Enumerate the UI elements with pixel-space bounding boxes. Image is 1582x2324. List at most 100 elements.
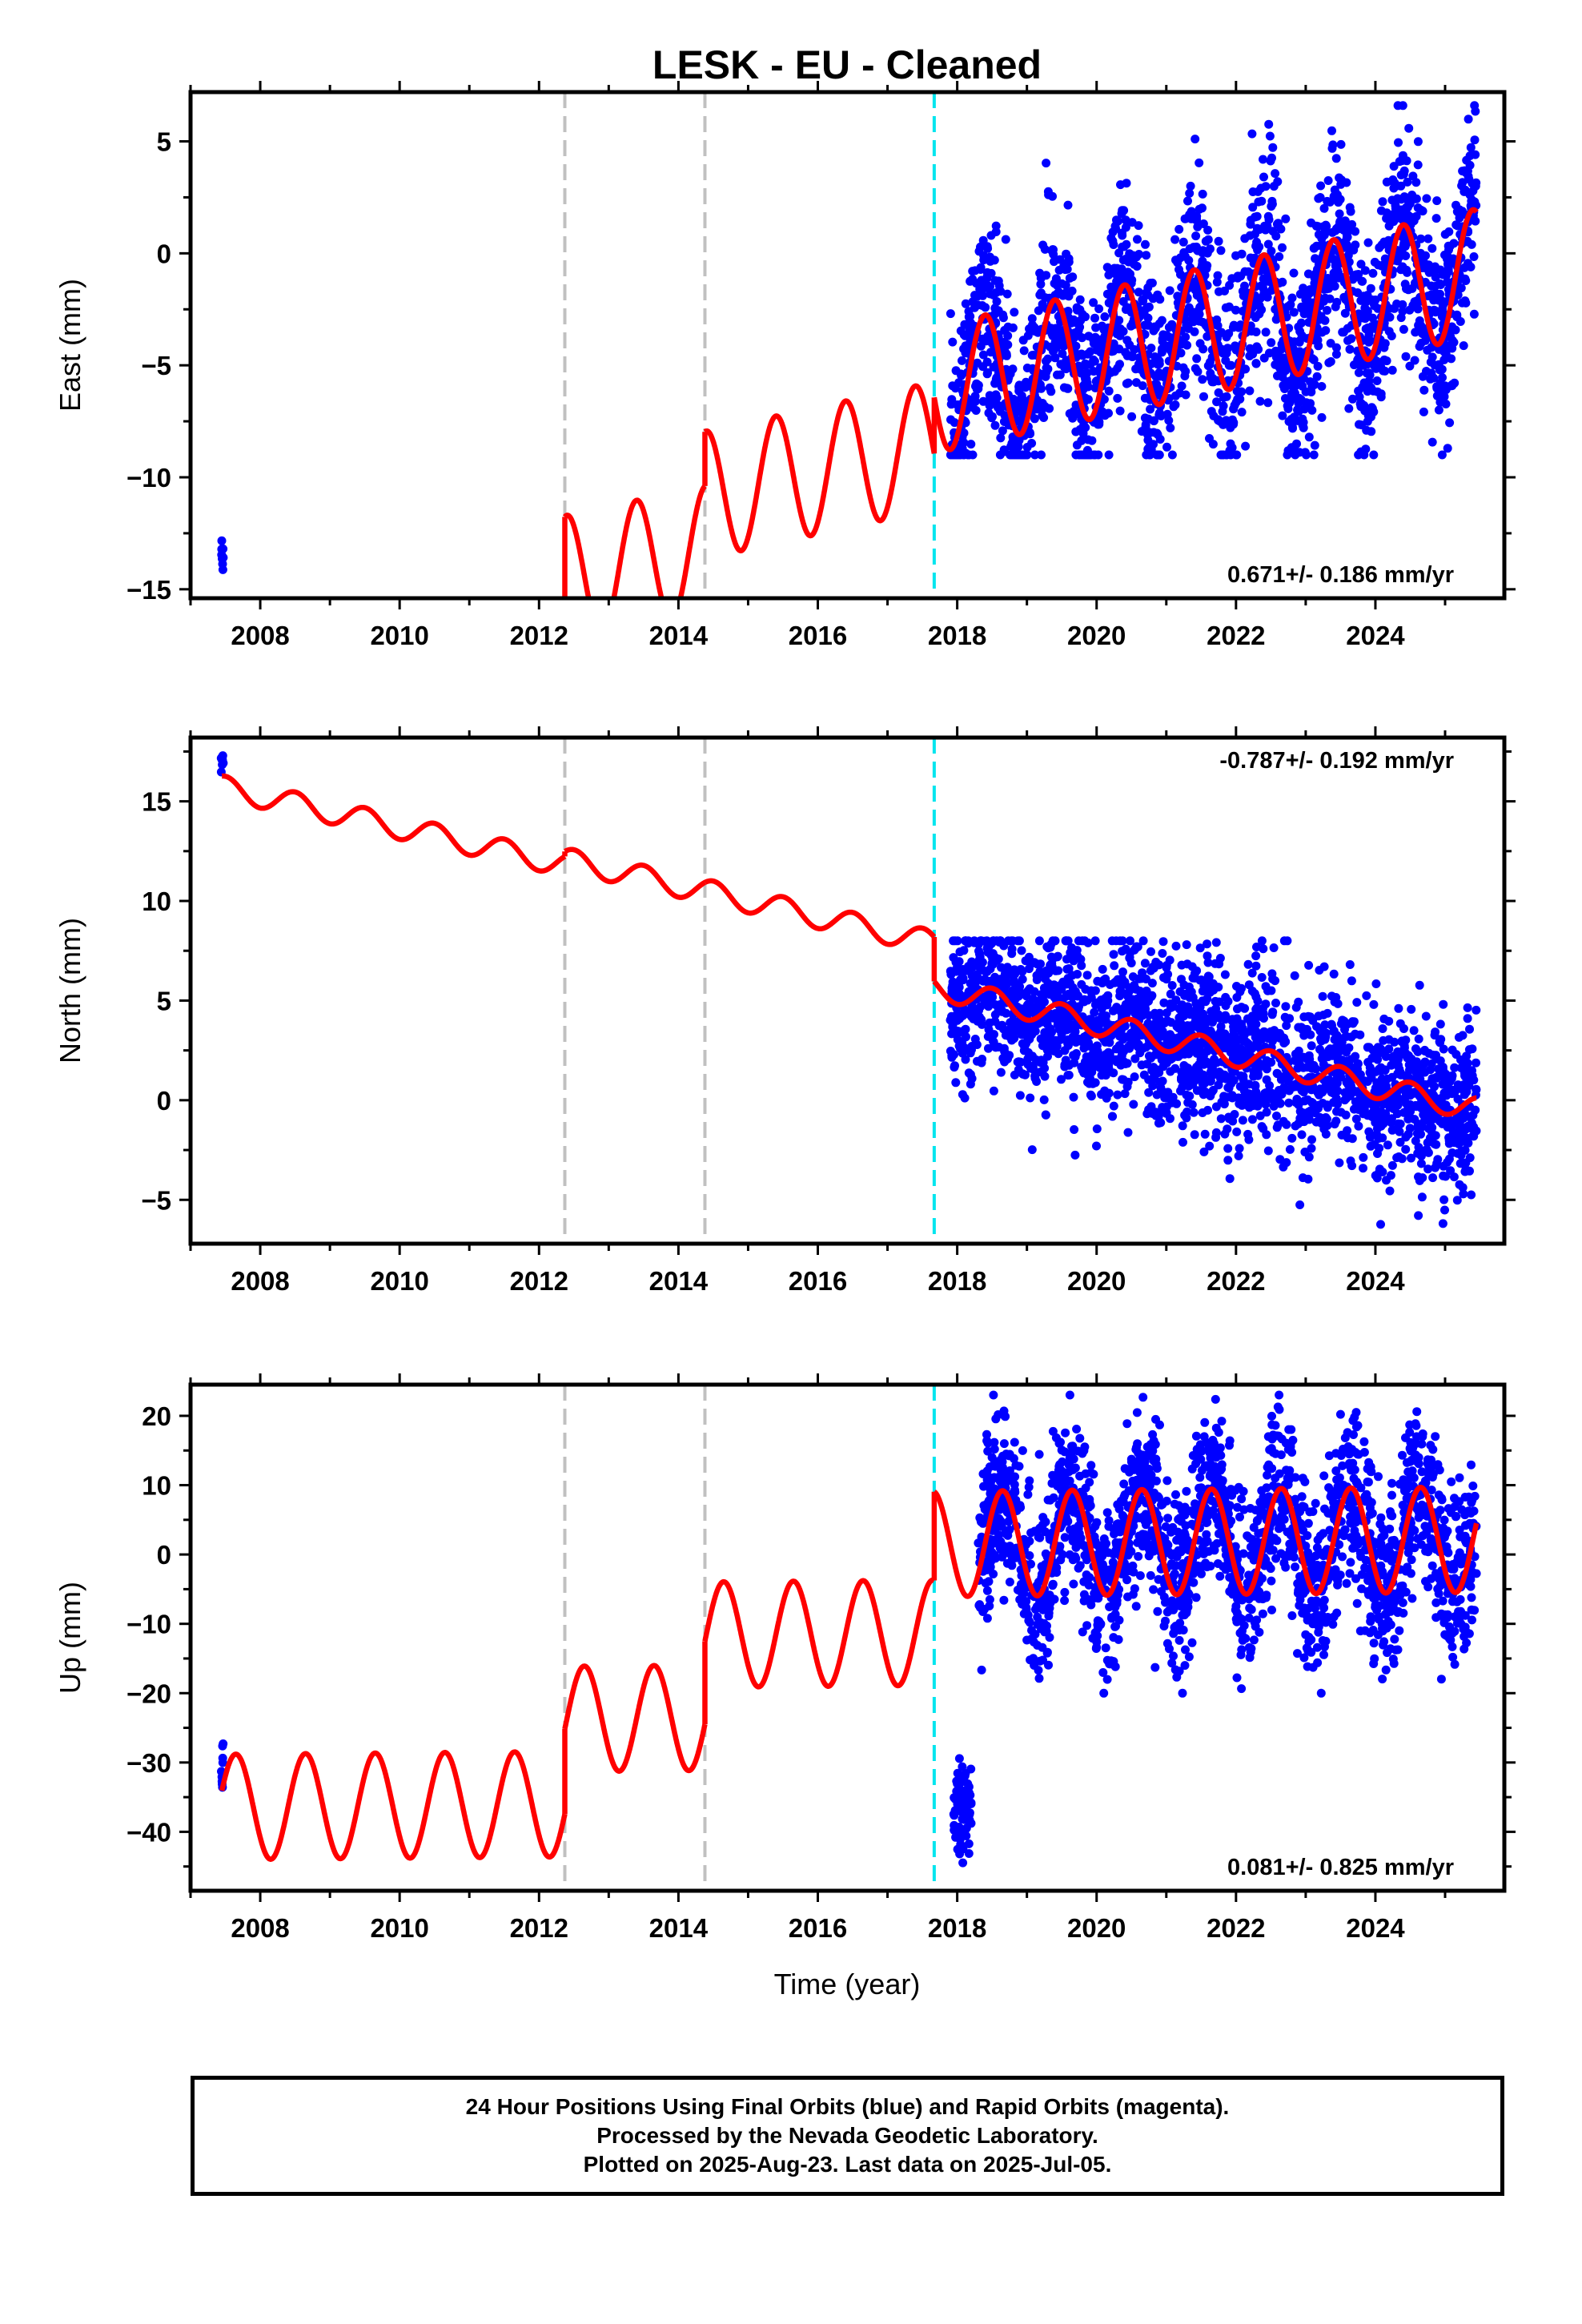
observation-point — [1431, 272, 1440, 282]
observation-point — [1430, 1139, 1439, 1148]
observation-point — [1203, 1105, 1212, 1115]
observation-point — [1195, 309, 1204, 319]
observation-point — [1227, 1045, 1237, 1055]
observation-point — [1251, 229, 1259, 239]
observation-point — [1394, 1152, 1403, 1161]
observation-point — [1010, 441, 1020, 451]
observation-point — [1149, 416, 1158, 426]
observation-point — [219, 758, 228, 768]
observation-point — [1250, 989, 1259, 999]
observation-point — [1198, 259, 1207, 269]
x-tick-label: 2014 — [649, 1266, 709, 1296]
observation-point — [1464, 1045, 1474, 1055]
observation-point — [1146, 947, 1155, 956]
observation-point — [1108, 1112, 1118, 1121]
observation-point — [1364, 1127, 1374, 1136]
observation-point — [1275, 252, 1284, 261]
observation-point — [1300, 1084, 1310, 1094]
observation-point — [1054, 1007, 1064, 1017]
observation-point — [1379, 1014, 1389, 1023]
observation-point — [1348, 394, 1357, 404]
observation-point — [1251, 961, 1261, 971]
observation-point — [1362, 991, 1371, 1000]
observation-point — [1343, 232, 1352, 242]
observation-point — [1216, 246, 1226, 255]
observation-point — [1329, 969, 1339, 979]
observation-point — [1375, 1164, 1384, 1174]
observation-point — [1178, 363, 1188, 372]
observation-point — [1034, 936, 1044, 946]
observation-point — [1413, 1047, 1423, 1056]
observation-point — [1438, 270, 1447, 279]
observation-point — [1407, 1594, 1417, 1603]
observation-point — [1259, 1027, 1269, 1036]
observation-point — [1218, 407, 1227, 416]
observation-point — [1107, 936, 1117, 946]
observation-point — [958, 1807, 967, 1817]
observation-point — [1121, 223, 1130, 232]
observation-point — [1357, 276, 1367, 286]
observation-point — [1114, 216, 1123, 226]
observation-point — [1271, 169, 1280, 179]
observation-point — [1263, 1146, 1273, 1156]
observation-point — [1191, 135, 1200, 144]
observation-point — [960, 1771, 970, 1781]
observation-point — [1237, 983, 1246, 993]
observation-point — [1187, 1100, 1197, 1109]
observation-point — [1261, 328, 1271, 337]
observation-point — [1201, 997, 1211, 1007]
observation-point — [1329, 255, 1339, 264]
observation-point — [1362, 425, 1371, 435]
observation-point — [1299, 283, 1308, 293]
observation-point — [955, 947, 965, 957]
observation-point — [1461, 276, 1471, 285]
observation-point — [1456, 1116, 1466, 1125]
observation-point — [946, 309, 955, 319]
observation-point — [1014, 386, 1024, 396]
observation-point — [1287, 422, 1297, 432]
observation-point — [1062, 955, 1071, 964]
observation-point — [1102, 263, 1112, 272]
observation-point — [1469, 1132, 1479, 1141]
observation-point — [1395, 1137, 1405, 1147]
observation-point — [1079, 995, 1089, 1004]
observation-point — [1320, 1020, 1330, 1030]
observation-point — [1196, 1047, 1206, 1056]
observation-point — [1400, 242, 1410, 251]
observation-point — [1063, 200, 1073, 210]
observation-point — [1344, 404, 1354, 413]
observation-point — [1223, 1124, 1232, 1134]
observation-point — [1006, 936, 1016, 946]
observation-point — [1023, 1059, 1033, 1069]
observation-point — [1082, 375, 1091, 384]
observation-point — [1181, 332, 1191, 342]
observation-point — [1109, 339, 1118, 348]
observation-point — [1267, 338, 1276, 348]
observation-point — [1057, 1075, 1066, 1084]
observation-point — [1321, 220, 1331, 230]
observation-point — [1394, 1119, 1403, 1128]
observation-point — [999, 1595, 1009, 1605]
observation-point — [1399, 169, 1408, 179]
observation-point — [1416, 234, 1426, 243]
observation-point — [1199, 1070, 1208, 1080]
observation-point — [1380, 366, 1390, 376]
observation-point — [1039, 413, 1049, 422]
observation-point — [1043, 943, 1053, 953]
observation-point — [1017, 946, 1026, 955]
observation-point — [1440, 1205, 1449, 1215]
observation-point — [1313, 328, 1323, 338]
observation-point — [1363, 1111, 1372, 1120]
observation-point — [1392, 181, 1401, 191]
observation-point — [1285, 397, 1294, 407]
observation-point — [1427, 343, 1436, 352]
observation-point — [1057, 279, 1066, 288]
rate-label: 0.671+/- 0.186 mm/yr — [1227, 562, 1454, 588]
observation-point — [1118, 231, 1127, 240]
observation-point — [1238, 1116, 1247, 1125]
observation-point — [1024, 952, 1034, 962]
observation-point — [1314, 341, 1323, 351]
observation-point — [960, 991, 970, 1001]
observation-point — [1075, 305, 1085, 315]
observation-point — [1408, 171, 1418, 181]
